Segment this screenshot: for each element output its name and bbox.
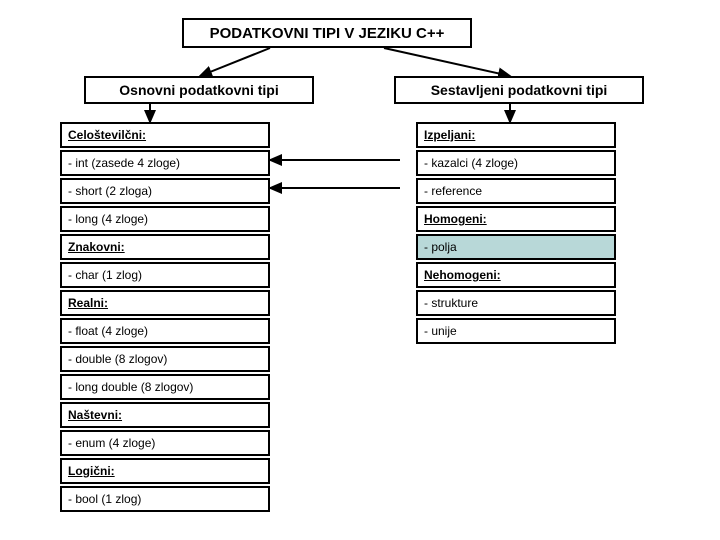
right-item-2-1: - unije (416, 318, 616, 344)
diagram-title: PODATKOVNI TIPI V JEZIKU C++ (182, 18, 472, 48)
left-cat-1: Znakovni: (60, 234, 270, 260)
right-cat-2: Nehomogeni: (416, 262, 616, 288)
left-item-1-0: - char (1 zlog) (60, 262, 270, 288)
arrow-1 (384, 48, 510, 76)
right-item-0-1: - reference (416, 178, 616, 204)
left-item-2-0: - float (4 zloge) (60, 318, 270, 344)
right-cat-1: Homogeni: (416, 206, 616, 232)
left-item-2-2: - long double (8 zlogov) (60, 374, 270, 400)
right-item-0-0: - kazalci (4 zloge) (416, 150, 616, 176)
left-item-4-0: - bool (1 zlog) (60, 486, 270, 512)
right-cat-0: Izpeljani: (416, 122, 616, 148)
left-cat-2: Realni: (60, 290, 270, 316)
left-cat-3: Naštevni: (60, 402, 270, 428)
left-cat-0: Celoštevilčni: (60, 122, 270, 148)
left-item-2-1: - double (8 zlogov) (60, 346, 270, 372)
left-item-0-1: - short (2 zloga) (60, 178, 270, 204)
arrow-0 (200, 48, 270, 76)
left-item-0-0: - int (zasede 4 zloge) (60, 150, 270, 176)
left-header: Osnovni podatkovni tipi (84, 76, 314, 104)
right-item-2-0: - strukture (416, 290, 616, 316)
right-item-1-0: - polja (416, 234, 616, 260)
right-header: Sestavljeni podatkovni tipi (394, 76, 644, 104)
left-item-3-0: - enum (4 zloge) (60, 430, 270, 456)
left-cat-4: Logični: (60, 458, 270, 484)
left-item-0-2: - long (4 zloge) (60, 206, 270, 232)
